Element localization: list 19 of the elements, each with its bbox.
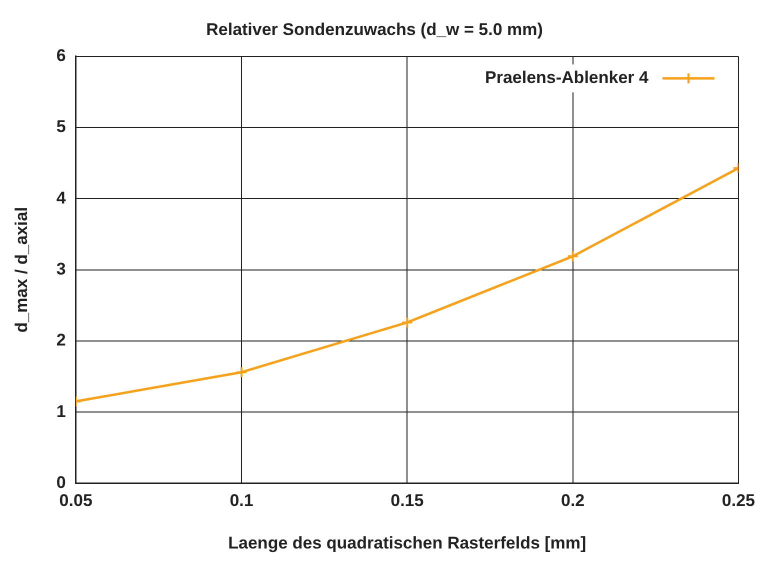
x-axis-title: Laenge des quadratischen Rasterfelds [mm] (228, 533, 586, 552)
y-tick-label: 5 (56, 117, 66, 136)
y-axis-title: d_max / d_axial (12, 206, 31, 333)
x-tick-label: 0.1 (230, 491, 254, 510)
x-tick-label: 0.05 (59, 491, 92, 510)
point (401, 316, 414, 328)
x-tick-label: 0.15 (390, 491, 424, 510)
y-tick-label: 2 (56, 330, 66, 350)
x-tick-label: 0.2 (560, 491, 585, 510)
point (236, 366, 248, 378)
y-tick-label: 3 (56, 259, 66, 278)
chart-title: Relativer Sondenzuwachs (d_w = 5.0 mm) (206, 20, 543, 39)
legend-label: Praelens-Ablenker 4 (484, 68, 649, 88)
point (566, 250, 579, 262)
x-tick-label: 0.25 (722, 491, 756, 510)
y-tick-label: 4 (56, 188, 66, 208)
y-tick-label: 1 (56, 402, 66, 421)
y-tick-label: 0 (56, 472, 66, 492)
y-tick-label: 6 (56, 46, 66, 66)
